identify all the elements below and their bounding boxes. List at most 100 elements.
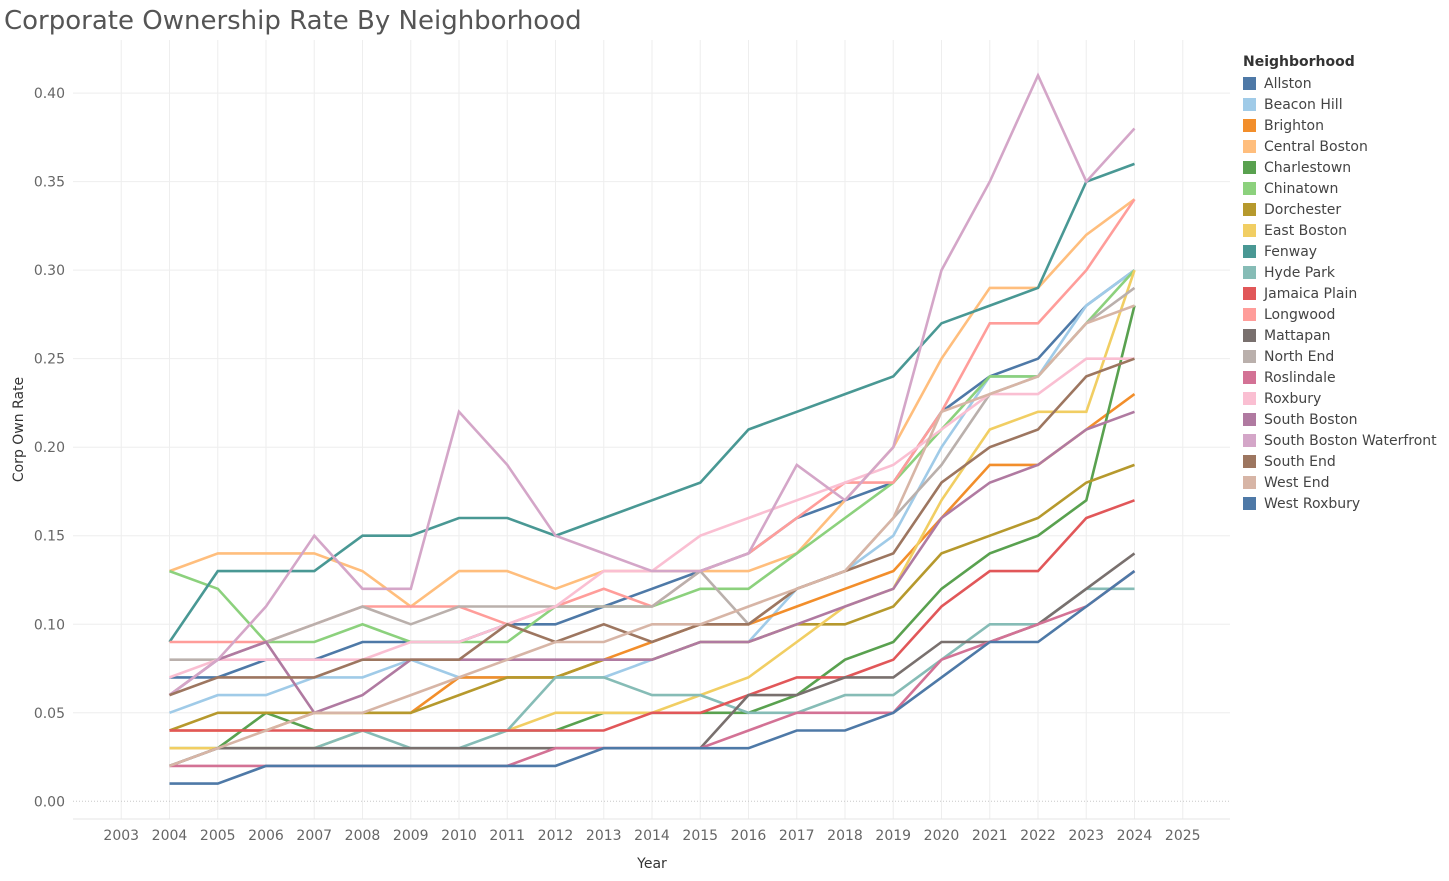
y-tick-label: 0.25 (34, 352, 65, 368)
x-tick-label: 2019 (875, 828, 911, 844)
x-tick-label: 2015 (682, 828, 718, 844)
legend-swatch (1243, 329, 1256, 342)
x-tick-label: 2020 (924, 828, 960, 844)
y-tick-label: 0.20 (34, 440, 65, 456)
legend-label: Brighton (1264, 117, 1324, 134)
x-tick-label: 2017 (779, 828, 815, 844)
legend-label: Chinatown (1264, 180, 1339, 197)
legend-item-central-boston[interactable]: Central Boston (1243, 136, 1449, 157)
x-tick-label: 2008 (345, 828, 381, 844)
legend-item-east-boston[interactable]: East Boston (1243, 220, 1449, 241)
x-tick-label: 2003 (103, 828, 139, 844)
legend-item-jamaica-plain[interactable]: Jamaica Plain (1243, 283, 1449, 304)
legend-swatch (1243, 371, 1256, 384)
y-tick-label: 0.10 (34, 617, 65, 633)
legend-item-charlestown[interactable]: Charlestown (1243, 157, 1449, 178)
series-line-south-end (169, 357, 1135, 697)
legend-swatch (1243, 77, 1256, 90)
legend-swatch (1243, 182, 1256, 195)
legend-item-hyde-park[interactable]: Hyde Park (1243, 262, 1449, 283)
legend-item-mattapan[interactable]: Mattapan (1243, 325, 1449, 346)
legend-item-roslindale[interactable]: Roslindale (1243, 367, 1449, 388)
legend-label: Mattapan (1264, 327, 1331, 344)
legend-label: Roslindale (1264, 369, 1336, 386)
y-tick-label: 0.05 (34, 706, 65, 722)
series-line-allston (169, 269, 1136, 679)
legend-label: Roxbury (1264, 390, 1322, 407)
x-tick-label: 2023 (1068, 828, 1104, 844)
legend-swatch (1243, 119, 1256, 132)
y-tick-label: 0.15 (34, 529, 65, 545)
legend-label: Beacon Hill (1264, 96, 1343, 113)
legend-item-south-boston-waterfront[interactable]: South Boston Waterfront (1243, 430, 1449, 451)
x-tick-label: 2006 (248, 828, 284, 844)
legend-swatch (1243, 203, 1256, 216)
x-tick-label: 2016 (731, 828, 767, 844)
legend-item-brighton[interactable]: Brighton (1243, 115, 1449, 136)
legend-swatch (1243, 434, 1256, 447)
y-tick-label: 0.00 (34, 794, 65, 810)
legend-label: Hyde Park (1264, 264, 1336, 281)
series-line-south-boston (168, 410, 1135, 715)
legend-label: Fenway (1264, 243, 1318, 260)
legend-item-west-roxbury[interactable]: West Roxbury (1243, 493, 1449, 514)
legend-swatch (1243, 161, 1256, 174)
x-tick-label: 2014 (634, 828, 670, 844)
y-axis-title: Corp Own Rate (11, 377, 27, 482)
series-line-jamaica-plain (169, 499, 1135, 732)
legend-label: South Boston Waterfront (1264, 432, 1437, 449)
legend-swatch (1243, 350, 1256, 363)
series-line-west-roxbury (169, 570, 1136, 785)
x-tick-label: 2012 (538, 828, 574, 844)
legend-swatch (1243, 245, 1256, 258)
legend-item-south-boston[interactable]: South Boston (1243, 409, 1449, 430)
legend-label: West Roxbury (1264, 495, 1361, 512)
x-tick-label: 2025 (1165, 828, 1201, 844)
legend-item-chinatown[interactable]: Chinatown (1243, 178, 1449, 199)
legend-item-fenway[interactable]: Fenway (1243, 241, 1449, 262)
legend-title: Neighborhood (1243, 54, 1355, 70)
series-line-south-boston-waterfront (168, 72, 1136, 697)
y-tick-label: 0.40 (34, 86, 65, 102)
legend-item-dorchester[interactable]: Dorchester (1243, 199, 1449, 220)
x-tick-label: 2013 (586, 828, 622, 844)
legend-item-beacon-hill[interactable]: Beacon Hill (1243, 94, 1449, 115)
legend-label: Charlestown (1264, 159, 1352, 176)
x-tick-label: 2021 (972, 828, 1008, 844)
legend-item-north-end[interactable]: North End (1243, 346, 1449, 367)
series-line-hyde-park (169, 587, 1135, 768)
legend-swatch (1243, 224, 1256, 237)
legend-item-south-end[interactable]: South End (1243, 451, 1449, 472)
legend-label: Central Boston (1264, 138, 1368, 155)
legend-swatch (1243, 455, 1256, 468)
legend-item-longwood[interactable]: Longwood (1243, 304, 1449, 325)
line-chart: 0.00 0.05 0.10 0.15 0.20 0.25 0.30 0.35 0.40 2003… (11, 40, 1230, 872)
legend-label: East Boston (1264, 222, 1348, 239)
legend-items: Allston Beacon Hill Brighton Central Boston… (1243, 73, 1449, 514)
legend-item-west-end[interactable]: West End (1243, 472, 1449, 493)
legend-label: Allston (1264, 75, 1312, 92)
legend-swatch (1243, 287, 1256, 300)
x-axis-title: Year (636, 856, 667, 872)
legend-swatch (1243, 308, 1256, 321)
legend-label: North End (1264, 348, 1335, 365)
legend-item-roxbury[interactable]: Roxbury (1243, 388, 1449, 409)
x-tick-label: 2011 (489, 828, 525, 844)
y-tick-label: 0.30 (34, 263, 65, 279)
series-line-north-end (169, 286, 1136, 662)
x-tick-label: 2010 (441, 828, 477, 844)
legend-swatch (1243, 266, 1256, 279)
series-line-west-end (169, 304, 1135, 768)
x-tick-label: 2007 (296, 828, 332, 844)
legend-swatch (1243, 476, 1256, 489)
legend-label: Jamaica Plain (1264, 285, 1358, 302)
legend-swatch (1243, 98, 1256, 111)
legend-item-allston[interactable]: Allston (1243, 73, 1449, 94)
series-line-fenway (168, 162, 1135, 643)
y-tick-label: 0.35 (34, 175, 65, 191)
chart-title: Corporate Ownership Rate By Neighborhood (4, 6, 582, 36)
legend-label: South End (1264, 453, 1336, 470)
legend-swatch (1243, 413, 1256, 426)
x-tick-label: 2004 (152, 828, 188, 844)
legend: Neighborhood Allston Beacon Hill Brighton C… (1243, 54, 1449, 514)
